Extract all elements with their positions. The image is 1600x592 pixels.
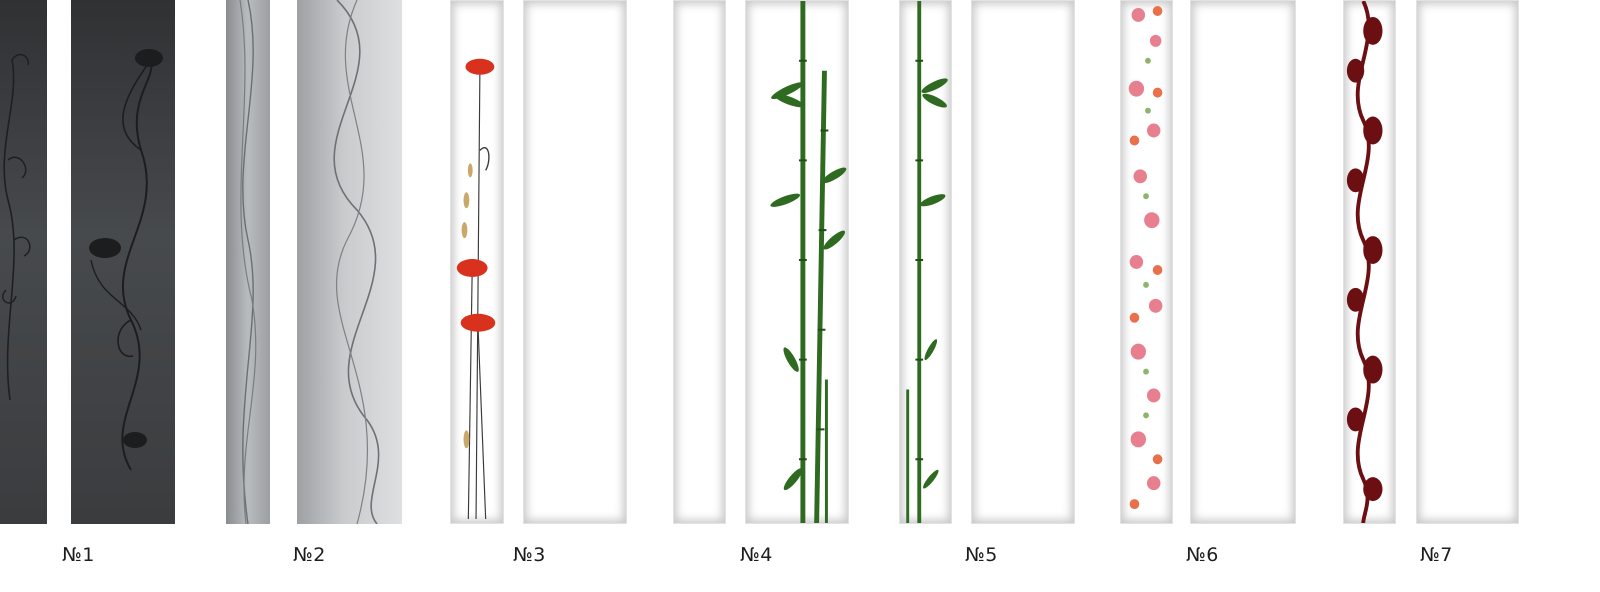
option-4-label: №4 (740, 544, 773, 566)
option-5-wide-panel[interactable] (971, 0, 1075, 524)
option-5-label: №5 (965, 544, 998, 566)
option-7-label: №7 (1420, 544, 1453, 566)
option-1-wide-panel[interactable] (71, 0, 175, 524)
bamboo-icon (906, 1, 948, 523)
option-7-narrow-panel[interactable] (1343, 0, 1396, 524)
option-7-wide-panel[interactable] (1416, 0, 1519, 524)
option-3-narrow-panel[interactable] (450, 0, 504, 524)
option-5-narrow-panel[interactable] (899, 0, 952, 524)
floral-strip-icon (1128, 5, 1163, 510)
wavy-line-icon (333, 0, 380, 524)
poppy-icon (456, 58, 496, 520)
option-4-narrow-panel[interactable] (673, 0, 726, 524)
option-2-label: №2 (293, 544, 326, 566)
option-6-label: №6 (1186, 544, 1219, 566)
option-4-wide-panel[interactable] (745, 0, 849, 524)
option-2-narrow-panel[interactable] (226, 0, 270, 524)
option-6-narrow-panel[interactable] (1120, 0, 1173, 524)
bamboo-icon (770, 1, 847, 523)
ornament-icon (1346, 1, 1383, 523)
option-1-label: №1 (62, 544, 95, 566)
option-3-wide-panel[interactable] (523, 0, 627, 524)
option-6-wide-panel[interactable] (1190, 0, 1296, 524)
option-3-label: №3 (513, 544, 546, 566)
etched-flower-icon (89, 49, 163, 471)
wavy-line-icon (239, 0, 257, 524)
option-1-narrow-panel[interactable] (0, 0, 47, 524)
option-2-wide-panel[interactable] (297, 0, 402, 524)
etched-vine-icon (2, 53, 31, 401)
